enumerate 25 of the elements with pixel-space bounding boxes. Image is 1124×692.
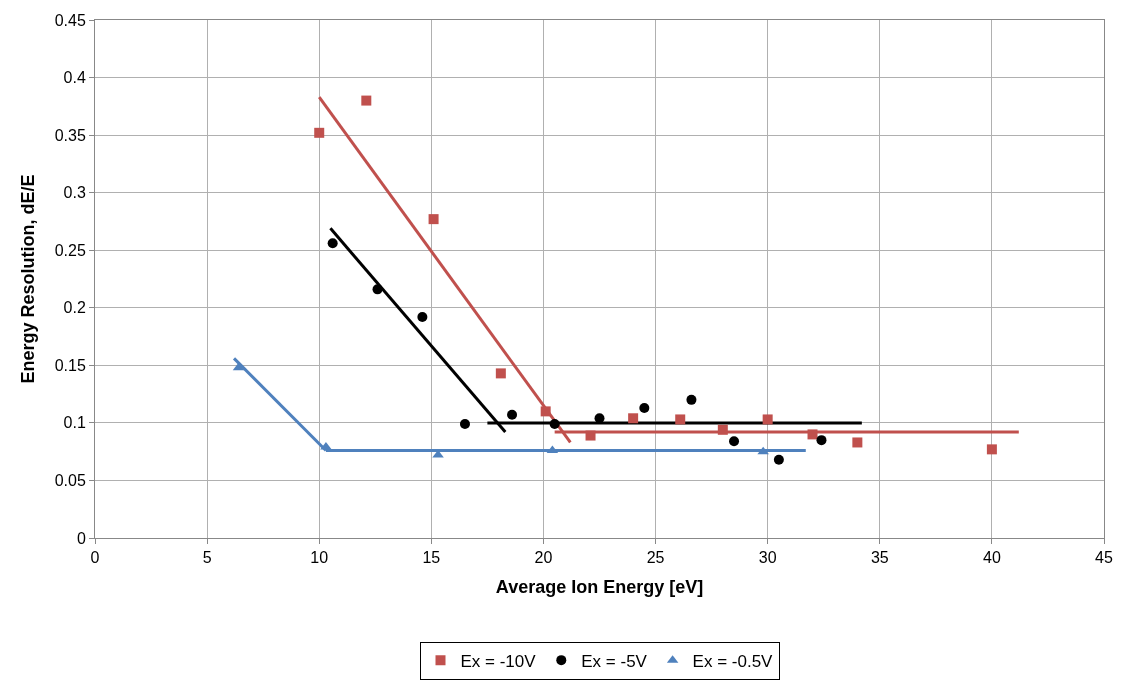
y-tick-label: 0.15	[54, 356, 86, 374]
y-tick-label: 0.45	[54, 11, 86, 29]
x-tick-label: 35	[870, 549, 889, 567]
x-tick-label: 40	[982, 549, 1001, 567]
x-tick-label: 0	[90, 549, 100, 567]
y-tick-label: 0.35	[54, 126, 86, 144]
x-tick-label: 15	[422, 549, 441, 567]
y-axis-title: Energy Resolution, dE/E	[17, 174, 38, 384]
x-tick-label: 5	[202, 549, 212, 567]
y-tick-label: 0.25	[54, 241, 86, 259]
y-tick-label: 0	[76, 529, 86, 547]
x-tick-label: 20	[534, 549, 553, 567]
y-tick-label: 0.2	[63, 299, 86, 317]
y-tick-label: 0.1	[63, 414, 86, 432]
y-tick-label: 0.05	[54, 472, 86, 490]
legend-label: Ex = -0.5V	[692, 651, 774, 671]
y-tick-label: 0.4	[63, 69, 86, 87]
legend-label: Ex = -5V	[581, 651, 648, 671]
x-tick-label: 25	[646, 549, 665, 567]
x-tick-label: 45	[1095, 549, 1113, 567]
legend-label: Ex = -10V	[460, 651, 537, 671]
x-tick-label: 30	[758, 549, 777, 567]
y-tick-label: 0.3	[63, 184, 86, 202]
x-tick-label: 10	[310, 549, 329, 567]
x-axis-title: Average Ion Energy [eV]	[495, 577, 704, 598]
